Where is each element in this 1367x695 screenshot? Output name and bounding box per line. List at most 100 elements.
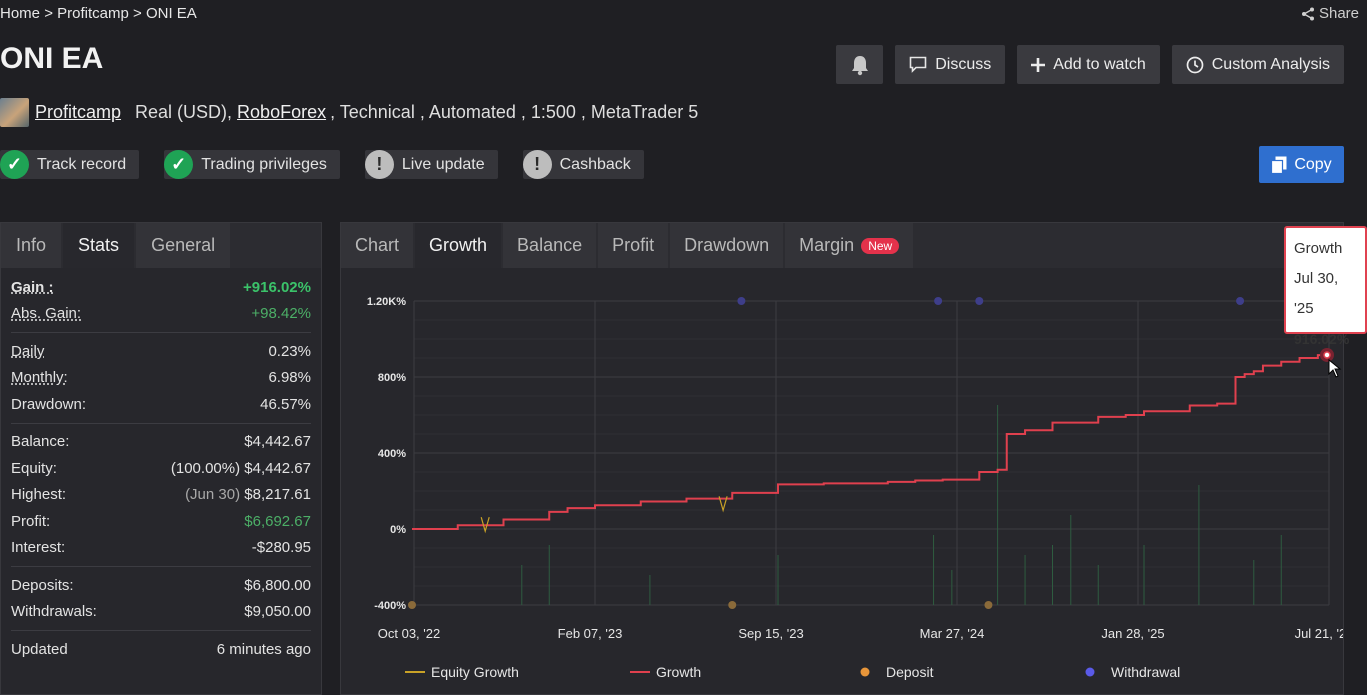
tab-growth[interactable]: Growth — [415, 223, 502, 268]
stat-value: 6 minutes ago — [216, 640, 311, 658]
stat-value: 6.98% — [268, 369, 311, 387]
chart-tooltip: Growth Jul 30, '25 916.02% — [1284, 226, 1367, 347]
stat-updated: Updated 6 minutes ago — [11, 636, 311, 663]
tab-drawdown[interactable]: Drawdown — [670, 223, 784, 268]
divider — [11, 630, 311, 631]
y-tick-label: 800% — [378, 372, 406, 384]
stat-label[interactable]: Abs. Gain: — [11, 305, 82, 323]
stat-label[interactable]: Daily — [11, 342, 45, 360]
breadcrumb-separator: > — [133, 5, 142, 22]
discuss-button[interactable]: Discuss — [895, 45, 1006, 84]
stats-panel: Info Stats General Gain : +916.02% Abs. … — [0, 222, 322, 695]
breadcrumb-parent[interactable]: Profitcamp — [57, 5, 129, 22]
stat-label: Deposits: — [11, 576, 74, 594]
badge-trading-privileges: ✓ Trading privileges — [164, 150, 340, 179]
notify-button[interactable] — [836, 45, 884, 84]
copy-label: Copy — [1294, 155, 1332, 173]
stat-gain: Gain : +916.02% — [11, 274, 311, 301]
bell-icon — [851, 55, 868, 75]
breadcrumb: Home > Profitcamp > ONI EA — [0, 5, 197, 22]
x-tick-label: Feb 07, '23 — [558, 626, 623, 641]
x-tick-label: Sep 15, '23 — [738, 626, 803, 641]
x-tick-label: Jan 28, '25 — [1101, 626, 1164, 641]
broker-link[interactable]: RoboForex — [237, 101, 327, 122]
stat-label: Withdrawals: — [11, 603, 97, 621]
page-title: ONI EA — [0, 42, 104, 75]
legend-equity-growth: Equity Growth — [431, 664, 519, 680]
stat-balance: Balance: $4,442.67 — [11, 429, 311, 456]
check-icon: ✓ — [0, 150, 29, 179]
legend-growth: Growth — [656, 664, 701, 680]
stat-drawdown: Drawdown: 46.57% — [11, 391, 311, 418]
growth-series-line — [412, 354, 1328, 530]
stat-highest-date: (Jun 30) — [185, 486, 241, 504]
stat-daily: Daily 0.23% — [11, 338, 311, 365]
share-button[interactable]: Share — [1301, 5, 1359, 22]
custom-analysis-button[interactable]: Custom Analysis — [1171, 45, 1344, 84]
tooltip-date: Jul 30, '25 — [1294, 270, 1339, 317]
stat-value: 46.57% — [260, 395, 311, 413]
stat-label[interactable]: Monthly: — [11, 369, 68, 387]
equity-growth-dip — [480, 517, 490, 534]
withdrawal-marker — [934, 297, 943, 305]
stat-label: Drawdown: — [11, 395, 87, 413]
tab-stats[interactable]: Stats — [63, 223, 135, 268]
stat-interest: Interest: -$280.95 — [11, 535, 311, 562]
tab-margin-label: Margin — [799, 235, 855, 255]
tab-margin[interactable]: Margin New — [785, 223, 914, 268]
stat-monthly: Monthly: 6.98% — [11, 365, 311, 392]
legend-deposit: Deposit — [886, 664, 934, 680]
chart-panel: Chart Growth Balance Profit Drawdown Mar… — [340, 222, 1344, 695]
tab-chart[interactable]: Chart — [341, 223, 414, 268]
new-badge: New — [861, 237, 900, 254]
stat-abs-gain: Abs. Gain: +98.42% — [11, 301, 311, 328]
stats-list: Gain : +916.02% Abs. Gain: +98.42% Daily… — [1, 268, 321, 663]
stat-label: Highest: — [11, 486, 67, 504]
divider — [11, 332, 311, 333]
account-details: , Technical , Automated , 1:500 , MetaTr… — [330, 101, 699, 122]
y-tick-label: 400% — [378, 448, 406, 460]
withdrawal-marker — [975, 297, 984, 305]
deposit-marker — [984, 601, 993, 609]
y-tick-label: -400% — [374, 600, 406, 612]
x-tick-label: Jul 21, '25 — [1295, 626, 1343, 641]
highlight-point — [1323, 351, 1331, 359]
badge-label: Cashback — [559, 155, 631, 173]
stat-value: $9,050.00 — [244, 603, 311, 621]
badge-label: Trading privileges — [201, 155, 327, 173]
tab-profit[interactable]: Profit — [598, 223, 669, 268]
badge-label: Live update — [401, 155, 485, 173]
discuss-label: Discuss — [935, 55, 992, 73]
exclamation-icon: ! — [522, 150, 552, 179]
x-tick-label: Oct 03, '22 — [378, 626, 440, 641]
stat-equity: Equity: (100.00%) $4,442.67 — [11, 455, 311, 482]
chart-tabs: Chart Growth Balance Profit Drawdown Mar… — [341, 223, 1343, 268]
y-tick-label: 0% — [390, 524, 406, 536]
badge-cashback: ! Cashback — [522, 150, 644, 179]
stat-label: Profit: — [11, 512, 51, 530]
plus-icon — [1031, 57, 1046, 72]
growth-chart[interactable]: 1.20K% 800% 400% 0% -400% Oct 03, '22 Feb 07, … — [341, 268, 1343, 694]
avatar[interactable] — [0, 97, 29, 127]
stat-value: $4,442.67 — [244, 433, 311, 451]
breadcrumb-home[interactable]: Home — [0, 5, 41, 22]
copy-button[interactable]: Copy — [1259, 146, 1344, 183]
tab-info[interactable]: Info — [1, 223, 62, 268]
legend-deposit-marker — [860, 667, 870, 677]
tab-general[interactable]: General — [136, 223, 231, 268]
equity-growth-dip — [718, 496, 728, 513]
stat-profit: Profit: $6,692.67 — [11, 508, 311, 535]
stat-label: Updated — [11, 640, 68, 658]
tab-balance[interactable]: Balance — [503, 223, 597, 268]
legend-withdrawal-marker — [1085, 667, 1095, 677]
action-bar: Discuss Add to watch Custom Analysis — [836, 45, 1344, 84]
deposit-marker — [728, 601, 737, 609]
divider — [11, 566, 311, 567]
badge-label: Track record — [37, 155, 127, 173]
add-to-watch-button[interactable]: Add to watch — [1017, 45, 1160, 84]
stat-label[interactable]: Gain : — [11, 278, 54, 296]
check-icon: ✓ — [164, 150, 194, 179]
owner-link[interactable]: Profitcamp — [35, 101, 122, 122]
stat-value: $8,217.61 — [244, 486, 311, 504]
stat-highest: Highest: (Jun 30) $8,217.61 — [11, 482, 311, 509]
